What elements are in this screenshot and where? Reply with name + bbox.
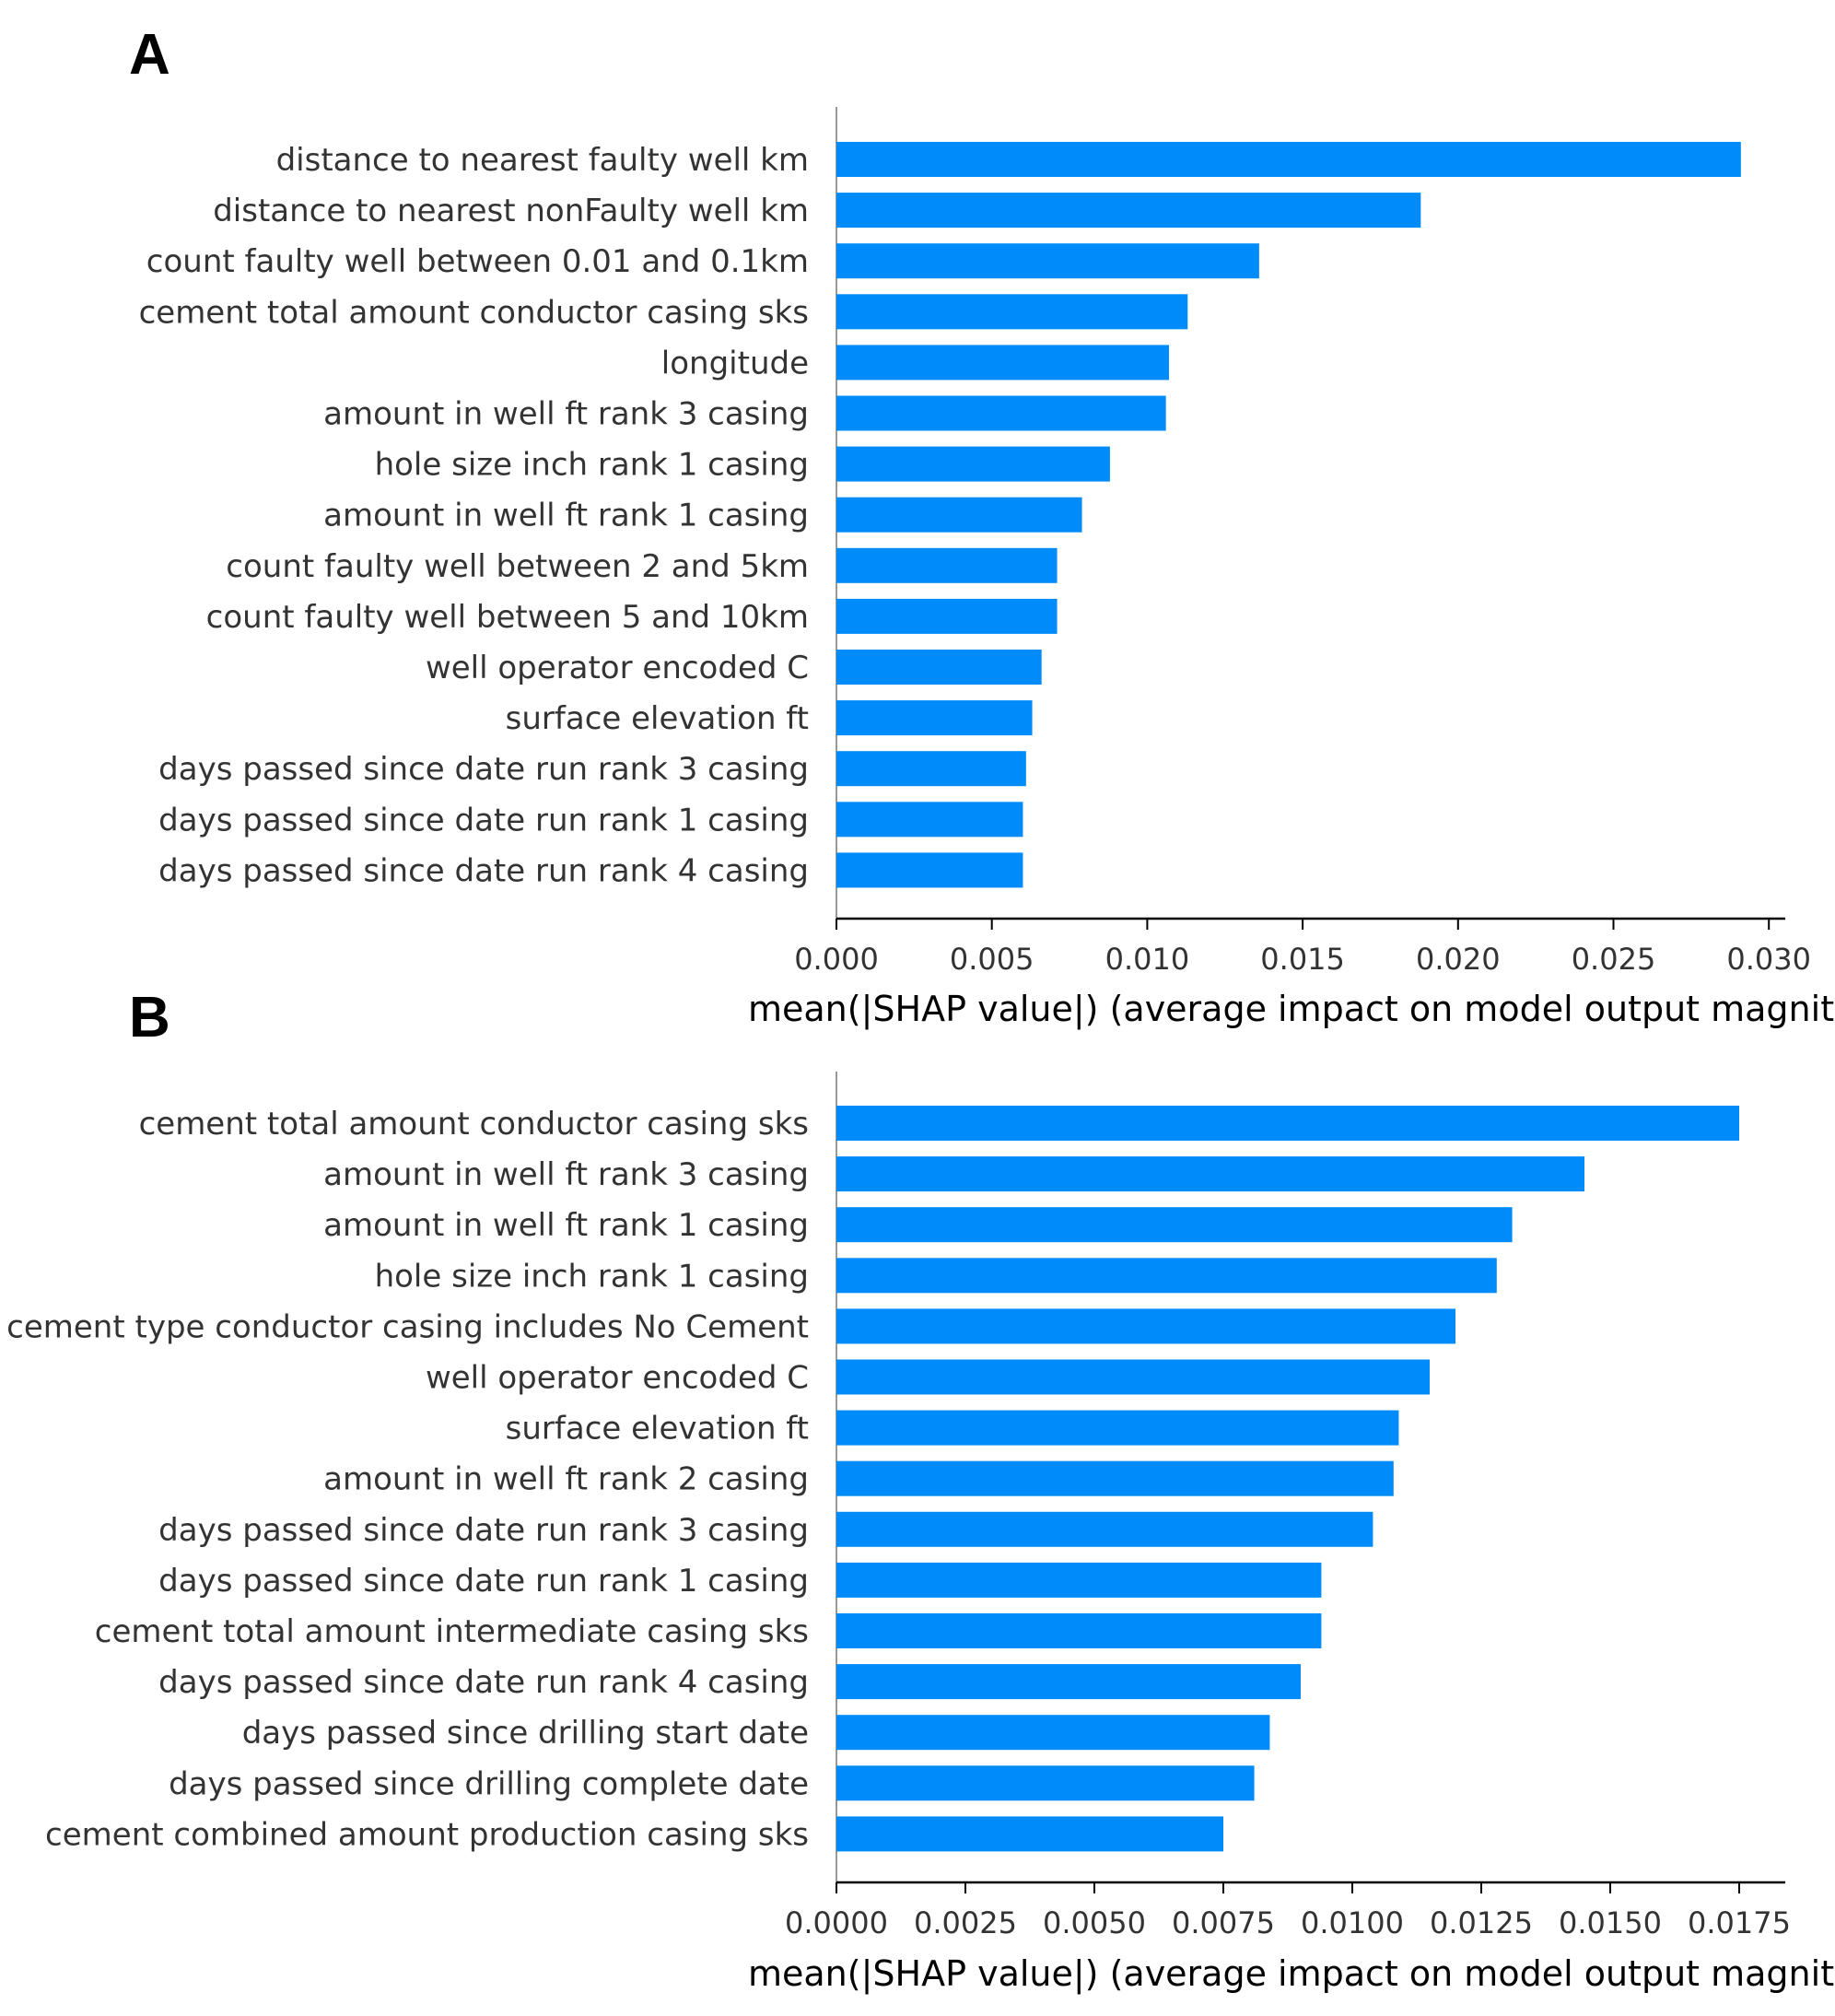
bar (836, 395, 1166, 431)
bar (836, 1156, 1584, 1192)
feature-label: well operator encoded C (426, 1360, 809, 1397)
feature-label: cement combined amount production casing… (45, 1816, 809, 1853)
feature-label: cement total amount conductor casing sks (139, 1106, 809, 1143)
bar (836, 1816, 1223, 1852)
x-tick-label: 0.000 (794, 942, 879, 977)
bar (836, 193, 1421, 229)
feature-label: cement total amount conductor casing sks (139, 294, 809, 331)
bar (836, 1460, 1394, 1496)
feature-label: days passed since date run rank 4 casing (158, 852, 809, 889)
bar (836, 1359, 1430, 1395)
bar (836, 294, 1188, 330)
x-axis-title: mean(|SHAP value|) (average impact on mo… (748, 989, 1835, 1030)
feature-label: days passed since date run rank 3 casing (158, 751, 809, 788)
x-tick-label: 0.025 (1572, 942, 1656, 977)
bar (836, 852, 1023, 888)
x-tick-label: 0.0075 (1172, 1905, 1275, 1940)
x-tick-label: 0.030 (1726, 942, 1811, 977)
feature-label: count faulty well between 2 and 5km (226, 548, 809, 585)
feature-label: amount in well ft rank 3 casing (323, 396, 809, 433)
x-axis-title: mean(|SHAP value|) (average impact on mo… (748, 1953, 1835, 1995)
bar (836, 598, 1058, 634)
bar (836, 700, 1033, 736)
bar (836, 1511, 1373, 1547)
x-tick-label: 0.0150 (1559, 1905, 1662, 1940)
feature-label: distance to nearest nonFaulty well km (213, 193, 809, 229)
feature-label: cement total amount intermediate casing … (95, 1613, 809, 1650)
panel-label: A (129, 23, 170, 87)
bar (836, 1715, 1270, 1751)
feature-label: days passed since date run rank 4 casing (158, 1664, 809, 1701)
feature-label: days passed since date run rank 3 casing (158, 1512, 809, 1549)
bar (836, 751, 1026, 787)
feature-label: surface elevation ft (506, 1411, 809, 1448)
x-tick-label: 0.005 (950, 942, 1034, 977)
feature-label: days passed since date run rank 1 casing (158, 802, 809, 838)
bar (836, 1613, 1322, 1648)
feature-label: longitude (661, 345, 809, 381)
x-tick-label: 0.010 (1105, 942, 1190, 977)
x-tick-label: 0.0100 (1301, 1905, 1404, 1940)
bar (836, 243, 1259, 279)
x-tick-label: 0.0175 (1688, 1905, 1791, 1940)
bar (836, 1410, 1399, 1446)
bar (836, 142, 1741, 177)
feature-label: amount in well ft rank 1 casing (323, 1207, 809, 1244)
bar (836, 1664, 1301, 1700)
feature-label: distance to nearest faulty well km (276, 142, 809, 179)
panel-label: B (129, 986, 170, 1049)
feature-label: amount in well ft rank 3 casing (323, 1156, 809, 1193)
bar (836, 497, 1082, 533)
x-tick-label: 0.020 (1416, 942, 1501, 977)
bar (836, 1308, 1455, 1344)
bar (836, 446, 1110, 482)
x-tick-label: 0.015 (1260, 942, 1345, 977)
feature-label: well operator encoded C (426, 650, 809, 686)
bar (836, 650, 1042, 685)
bar (836, 1207, 1513, 1243)
feature-label: hole size inch rank 1 casing (375, 447, 809, 484)
bar (836, 1258, 1497, 1294)
feature-label: days passed since drilling complete date (169, 1765, 809, 1802)
feature-label: surface elevation ft (506, 700, 809, 737)
x-tick-label: 0.0050 (1043, 1905, 1146, 1940)
bar (836, 1106, 1739, 1141)
bar (836, 802, 1023, 838)
feature-label: hole size inch rank 1 casing (375, 1258, 809, 1295)
feature-label: count faulty well between 0.01 and 0.1km (146, 243, 809, 280)
bar (836, 1562, 1322, 1598)
feature-label: amount in well ft rank 2 casing (323, 1461, 809, 1498)
feature-label: cement type conductor casing includes No… (6, 1308, 809, 1345)
feature-label: days passed since drilling start date (242, 1715, 809, 1752)
feature-label: amount in well ft rank 1 casing (323, 498, 809, 534)
x-tick-label: 0.0125 (1430, 1905, 1533, 1940)
feature-label: days passed since date run rank 1 casing (158, 1563, 809, 1600)
x-tick-label: 0.0000 (785, 1905, 888, 1940)
feature-label: count faulty well between 5 and 10km (206, 599, 809, 636)
bar (836, 547, 1058, 583)
bar (836, 345, 1170, 381)
bar (836, 1765, 1255, 1801)
x-tick-label: 0.0025 (914, 1905, 1017, 1940)
